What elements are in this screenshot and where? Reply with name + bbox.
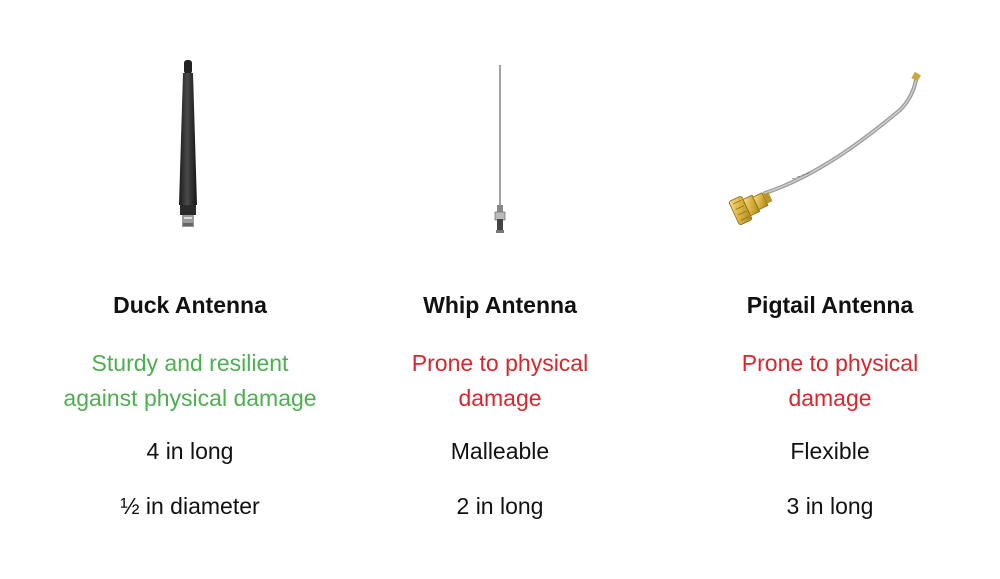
antenna-title: Whip Antenna [423,292,577,318]
durability-line: Sturdy and resilient [91,350,289,376]
spec-length: 4 in long [146,438,234,464]
spec-flexibility: Malleable [450,438,550,464]
spec-diameter: ½ in diameter [120,493,260,519]
svg-text:~~~~: ~~~~ [790,169,811,182]
durability-line: damage [458,385,542,411]
whip-antenna-column: Whip Antenna Prone to physical damage Ma… [340,0,660,579]
duck-antenna-column: Duck Antenna Sturdy and resilient agains… [30,0,350,579]
spec-flexibility: Flexible [790,438,870,464]
durability-line: against physical damage [63,385,317,411]
durability-note: Sturdy and resilient against physical da… [30,346,350,416]
durability-line: Prone to physical [741,350,919,376]
durability-note: Prone to physical damage [670,346,990,416]
duck-antenna-icon [179,60,197,227]
pigtail-antenna-image: ~~~~ [670,55,990,245]
antenna-title: Pigtail Antenna [746,292,914,318]
duck-antenna-image [30,55,350,245]
whip-antenna-icon [494,65,506,233]
durability-note: Prone to physical damage [340,346,660,416]
whip-antenna-image [340,55,660,245]
antenna-title: Duck Antenna [113,292,267,318]
pigtail-antenna-column: ~~~~ Pigtail Antenna Prone to physical d… [670,0,990,579]
spec-length: 2 in long [456,493,544,519]
pigtail-antenna-icon: ~~~~ [728,71,921,226]
durability-line: damage [788,385,872,411]
durability-line: Prone to physical [411,350,589,376]
spec-length: 3 in long [786,493,874,519]
